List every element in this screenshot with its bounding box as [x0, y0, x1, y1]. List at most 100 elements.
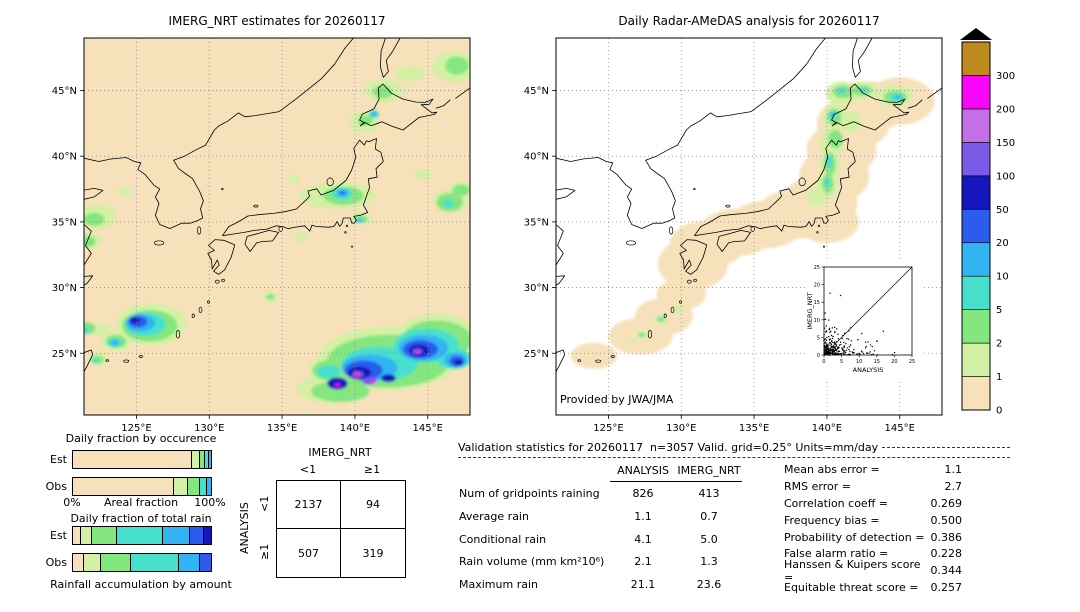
map-border — [555, 37, 943, 416]
row-label: Rain volume (mm km²10⁶) — [459, 555, 605, 569]
imerg-value: 413 — [698, 486, 720, 500]
bar-segment — [204, 527, 211, 544]
bar-segment — [84, 554, 101, 571]
svg-text:130°E: 130°E — [666, 423, 696, 434]
svg-text:0: 0 — [817, 353, 820, 359]
validation-table: ANALYSIS IMERG_NRT Num of gridpoints rai… — [458, 460, 742, 596]
row-label: Num of gridpoints raining — [459, 486, 600, 500]
stacked-bar — [72, 553, 212, 572]
svg-text:50: 50 — [996, 205, 1009, 216]
bar-segment — [179, 554, 200, 571]
svg-text:140°E: 140°E — [812, 423, 842, 434]
analysis-value: 826 — [632, 486, 654, 500]
scatter-points — [823, 292, 896, 356]
bar-segment — [73, 478, 174, 495]
row-label: Maximum rain — [459, 578, 538, 592]
svg-text:20: 20 — [996, 238, 1009, 249]
dashed-rule — [882, 447, 1010, 448]
axis-max-label: 100% — [194, 496, 226, 509]
contingency-row-axis-title: ANALYSIS — [238, 502, 251, 554]
axis-title: Areal fraction — [103, 496, 179, 509]
bar-segment — [92, 527, 118, 544]
col-header-imerg: IMERG_NRT — [676, 460, 742, 482]
svg-text:125°E: 125°E — [593, 423, 623, 434]
contingency-row-label-lt1: <1 — [258, 495, 271, 513]
bar-segment — [192, 451, 200, 468]
contingency-cell-10: 507 — [277, 529, 341, 577]
svg-text:20: 20 — [891, 359, 897, 365]
svg-text:1: 1 — [996, 372, 1002, 383]
score-item: Hanssen & Kuipers score = 0.344 — [784, 557, 962, 584]
table-row: Num of gridpoints raining 826 413 — [458, 482, 742, 505]
svg-text:5: 5 — [996, 305, 1002, 316]
score-item: False alarm ratio = 0.228 — [784, 547, 962, 561]
contingency-cell-01: 94 — [341, 481, 405, 529]
inset-ylabel: IMERG_NRT — [806, 292, 814, 329]
svg-text:15: 15 — [814, 300, 820, 306]
bar-row-est: Est — [34, 450, 248, 469]
svg-text:2: 2 — [996, 339, 1002, 350]
score-item: Mean abs error = 1.1 — [784, 462, 962, 476]
contingency-values: 2137 94 507 319 — [276, 480, 406, 578]
data-credit: Provided by JWA/JMA — [560, 393, 674, 406]
svg-text:140°E: 140°E — [340, 423, 370, 434]
svg-text:30°N: 30°N — [52, 283, 77, 294]
bar-segment — [73, 527, 82, 544]
score-item: Correlation coeff = 0.269 — [784, 496, 962, 510]
bar-segment — [81, 527, 93, 544]
svg-text:30°N: 30°N — [524, 283, 549, 294]
table-row: Maximum rain 21.1 23.6 — [458, 573, 742, 596]
imerg-value: 5.0 — [700, 532, 718, 546]
axis-min-label: 0% — [63, 496, 81, 509]
score-item: RMS error = 2.7 — [784, 479, 962, 493]
svg-text:145°E: 145°E — [885, 423, 915, 434]
left-map-title: IMERG_NRT estimates for 20260117 — [168, 14, 386, 28]
bar-segment — [190, 527, 205, 544]
bar-row-est: Est — [34, 526, 248, 545]
svg-text:0: 0 — [822, 359, 825, 365]
svg-text:135°E: 135°E — [267, 423, 297, 434]
contingency-row-label-ge1: ≥1 — [258, 543, 271, 561]
bar-segment — [173, 478, 188, 495]
svg-text:45°N: 45°N — [52, 86, 77, 97]
imerg-value: 0.7 — [700, 509, 718, 523]
analysis-value: 2.1 — [634, 555, 652, 569]
colorbar-labels: 0 1 2 5 10 20 50 100 150 200 300 — [996, 71, 1015, 417]
empty-header — [458, 460, 610, 482]
score-item: Equitable threat score = 0.257 — [784, 581, 962, 595]
svg-text:200: 200 — [996, 104, 1015, 115]
contingency-cell-11: 319 — [362, 546, 384, 560]
svg-text:5: 5 — [817, 335, 820, 341]
colorbar-segments — [961, 41, 991, 411]
coastlines — [556, 38, 942, 372]
score-item: Probability of detection = 0.386 — [784, 530, 962, 544]
svg-text:25: 25 — [814, 265, 820, 271]
validation-title: Validation statistics for 20260117 n=305… — [458, 441, 879, 454]
bar-segment — [205, 451, 209, 468]
bar-segment — [117, 527, 163, 544]
svg-text:40°N: 40°N — [52, 152, 77, 163]
precipitation-colorbar: 0 1 2 5 10 20 50 100 150 200 300 — [960, 28, 1015, 417]
svg-text:35°N: 35°N — [52, 217, 77, 228]
table-row: Average rain 1.1 0.7 — [458, 505, 742, 528]
imerg-value: 23.6 — [696, 578, 722, 592]
validation-title-row: Validation statistics for 20260117 n=305… — [458, 441, 1010, 454]
svg-text:10: 10 — [856, 359, 862, 365]
inset-xlabel: ANALYSIS — [853, 366, 884, 374]
right-map-title: Daily Radar-AMeDAS analysis for 20260117 — [618, 14, 880, 28]
score-list: Mean abs error = 1.1 RMS error = 2.7 Corre… — [784, 461, 962, 596]
coastlines — [84, 38, 470, 372]
overflow-triangle — [960, 28, 992, 40]
validation-stats: Validation statistics for 20260117 n=305… — [458, 441, 1010, 596]
svg-text:10: 10 — [814, 318, 820, 324]
contingency-cell-00: 2137 — [277, 481, 341, 529]
bar-segment — [199, 478, 207, 495]
score-item: Frequency bias = 0.500 — [784, 513, 962, 527]
precip-field — [84, 51, 470, 404]
table-row: Rain volume (mm km²10⁶) 2.1 1.3 — [458, 550, 742, 573]
dashed-rule — [458, 457, 1010, 458]
areal-fraction-axis: 0% Areal fraction 100% — [34, 496, 248, 509]
col-header-analysis: ANALYSIS — [610, 460, 676, 482]
svg-text:40°N: 40°N — [524, 152, 549, 163]
analysis-value: 1.1 — [634, 509, 652, 523]
